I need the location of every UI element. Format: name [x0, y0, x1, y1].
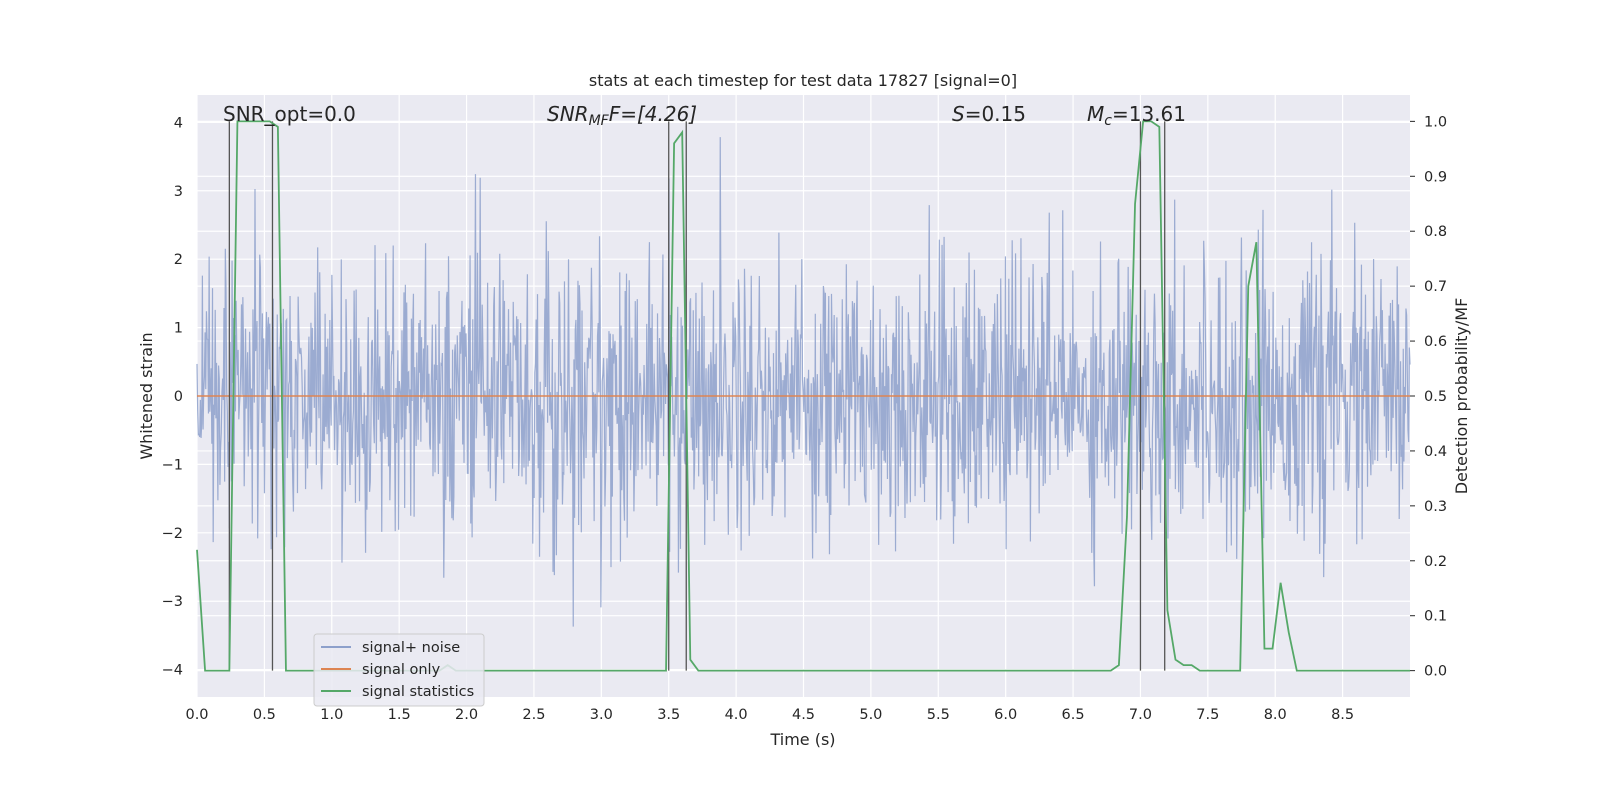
y2-tick-label: 0.3 — [1424, 499, 1447, 515]
x-tick-label: 6.0 — [994, 707, 1017, 723]
legend-label-signal-statistics: signal statistics — [362, 684, 474, 700]
y2-tick-label: 1.0 — [1424, 114, 1447, 130]
x-tick-label: 0.5 — [253, 707, 276, 723]
chart-title: stats at each timestep for test data 178… — [589, 71, 1017, 90]
y-tick-label: 4 — [174, 115, 183, 131]
x-tick-label: 7.5 — [1196, 707, 1219, 723]
y-tick-label: −1 — [162, 457, 183, 473]
y-axis-right: 1.0 0.9 0.8 0.7 0.6 0.5 0.4 0.3 0.2 0.1 0.0 — [1410, 114, 1447, 680]
y2-axis-label: Detection probability/MF — [1452, 298, 1471, 495]
y-tick-label: −2 — [162, 526, 183, 542]
x-tick-label: 2.0 — [455, 707, 478, 723]
x-tick-label: 6.5 — [1062, 707, 1085, 723]
annotation-snr-opt: SNR_opt=0.0 — [223, 102, 356, 126]
y2-tick-label: 0.1 — [1424, 609, 1447, 625]
annotation-snr-mf: SNRMFF=[4.26] — [547, 102, 697, 129]
x-tick-label: 1.0 — [320, 707, 343, 723]
signal-statistics-series — [196, 120, 1410, 672]
y-tick-label: −4 — [162, 663, 183, 679]
annotation-mc-value: =13.61 — [1112, 102, 1186, 126]
y2-tick-label: 0.7 — [1424, 279, 1447, 295]
legend-box — [313, 633, 485, 707]
x-tick-label: 5.5 — [927, 707, 950, 723]
x-tick-label: 4.0 — [725, 707, 748, 723]
x-tick-label: 5.0 — [859, 707, 882, 723]
y-tick-label: 2 — [174, 252, 183, 268]
y2-tick-label: 0.4 — [1424, 444, 1447, 460]
annotation-mc-name: M — [1087, 102, 1104, 126]
legend: signal+ noise signal only signal statist… — [313, 633, 485, 707]
x-axis-label: Time (s) — [769, 730, 835, 749]
x-tick-label: 3.5 — [657, 707, 680, 723]
y2-tick-label: 0.6 — [1424, 334, 1447, 350]
x-tick-label: 2.5 — [522, 707, 545, 723]
annotation-snr-mf-value: F=[4.26] — [609, 102, 697, 126]
y-axis-label: Whitened strain — [137, 332, 156, 459]
y-tick-label: 1 — [174, 321, 183, 337]
legend-label-signal-only: signal only — [362, 662, 441, 678]
signal-noise-line — [196, 137, 1411, 627]
x-tick-label: 3.0 — [590, 707, 613, 723]
y2-tick-label: 0.5 — [1424, 389, 1447, 405]
x-tick-label: 1.5 — [388, 707, 411, 723]
y-tick-label: 3 — [174, 184, 183, 200]
y-axis-left: 4 3 2 1 0 −1 −2 −3 −4 — [162, 115, 183, 678]
y-tick-label: 0 — [174, 389, 183, 405]
y2-tick-label: 0.9 — [1424, 169, 1447, 185]
x-tick-label: 4.5 — [792, 707, 815, 723]
annotation-s-name: S — [952, 102, 965, 126]
y2-tick-label: 0.0 — [1424, 664, 1447, 680]
x-tick-label: 8.0 — [1264, 707, 1287, 723]
legend-label-signal-noise: signal+ noise — [362, 640, 460, 656]
annotation-mc: Mc=13.61 — [1087, 102, 1186, 129]
annotation-s: S=0.15 — [952, 102, 1026, 126]
annotation-mc-sub: c — [1104, 113, 1112, 129]
y-tick-label: −3 — [162, 594, 183, 610]
x-tick-label: 7.0 — [1129, 707, 1152, 723]
x-axis: 0.0 0.5 1.0 1.5 2.0 2.5 3.0 3.5 4.0 4.5 5.0 5.5 6.0 6… — [185, 707, 1354, 723]
x-tick-label: 8.5 — [1331, 707, 1354, 723]
annotation-snr-mf-sub: MF — [589, 113, 610, 129]
annotation-snr-mf-name: SNR — [547, 102, 589, 126]
x-tick-label: 0.0 — [185, 707, 208, 723]
y2-tick-label: 0.8 — [1424, 224, 1447, 240]
signal-noise-series — [196, 137, 1411, 627]
y2-tick-label: 0.2 — [1424, 554, 1447, 570]
annotation-s-value: =0.15 — [965, 102, 1026, 126]
signal-statistics-line — [196, 120, 1410, 672]
